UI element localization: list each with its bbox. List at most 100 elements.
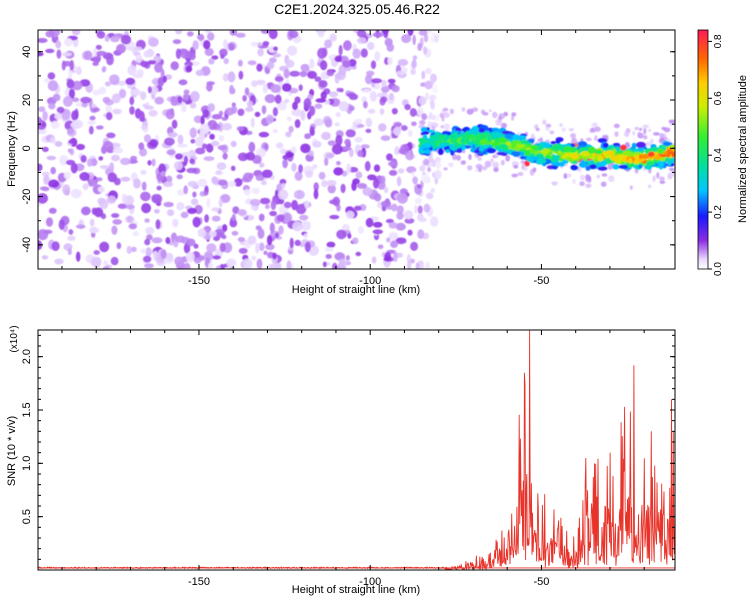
heatmap-noise-cell	[265, 204, 270, 210]
heatmap-noise-cell	[165, 175, 173, 184]
y-tick-label: -20	[21, 189, 33, 205]
heatmap-noise-cell	[186, 31, 194, 37]
snr-ylabel: SNR (10 * v/v)	[6, 416, 18, 486]
heatmap-noise-cell	[222, 73, 229, 82]
heatmap-noise-cell	[96, 50, 107, 56]
heatmap-halo-cell	[566, 173, 572, 178]
heatmap-noise-cell	[186, 238, 196, 247]
heatmap-noise-cell	[429, 94, 437, 101]
heatmap-noise-cell	[112, 219, 122, 225]
x-tick-label: -50	[533, 275, 549, 287]
heatmap-noise-cell	[350, 125, 358, 131]
heatmap-halo-cell	[492, 111, 498, 119]
heatmap-noise-cell	[395, 238, 407, 245]
heatmap-noise-cell	[423, 203, 431, 213]
heatmap-noise-cell	[147, 86, 152, 94]
heatmap-signal-cell	[491, 142, 498, 147]
heatmap-noise-cell	[67, 148, 73, 153]
heatmap-noise-cell	[129, 106, 135, 115]
heatmap-noise-cell	[362, 88, 372, 93]
heatmap-noise-cell	[145, 227, 155, 235]
heatmap-noise-cell	[410, 68, 416, 75]
heatmap-halo-cell	[419, 165, 426, 172]
heatmap-noise-cell	[255, 174, 265, 181]
heatmap-halo-cell	[638, 127, 643, 132]
heatmap-noise-cell	[204, 30, 212, 33]
heatmap-noise-cell	[147, 60, 157, 65]
heatmap-noise-cell	[211, 207, 220, 212]
heatmap-noise-cell	[425, 67, 432, 75]
heatmap-halo-cell	[452, 153, 457, 161]
heatmap-noise-cell	[348, 148, 354, 158]
heatmap-noise-cell	[157, 76, 165, 87]
heatmap-noise-cell	[250, 117, 255, 128]
heatmap-signal-cell	[519, 155, 527, 160]
heatmap-noise-cell	[151, 237, 163, 244]
heatmap-signal-cell	[438, 147, 443, 155]
heatmap-signal-cell	[633, 154, 639, 159]
heatmap-noise-cell	[335, 134, 343, 146]
heatmap-signal-cell	[638, 164, 643, 169]
heatmap-noise-cell	[99, 165, 111, 170]
heatmap-noise-cell	[380, 175, 386, 184]
heatmap-noise-cell	[80, 155, 87, 163]
heatmap-noise-cell	[383, 186, 389, 194]
heatmap-noise-cell	[319, 60, 328, 71]
heatmap-noise-cell	[241, 258, 253, 269]
heatmap-noise-cell	[276, 214, 285, 222]
heatmap-noise-cell	[197, 178, 208, 187]
heatmap-signal-cell	[450, 137, 457, 144]
heatmap-noise-cell	[261, 105, 267, 115]
heatmap-noise-cell	[313, 182, 319, 192]
heatmap-noise-cell	[237, 152, 249, 162]
heatmap-halo-cell	[456, 154, 461, 161]
y-tick-label: 40	[21, 46, 33, 58]
heatmap-noise-cell	[423, 46, 428, 55]
heatmap-noise-cell	[172, 39, 182, 45]
heatmap-noise-cell	[38, 52, 44, 57]
heatmap-noise-cell	[130, 246, 137, 252]
heatmap-signal-cell	[602, 142, 609, 148]
heatmap-noise-cell	[405, 151, 415, 161]
heatmap-noise-cell	[391, 108, 398, 115]
heatmap-noise-cell	[111, 93, 121, 104]
heatmap-noise-cell	[333, 167, 344, 176]
heatmap-signal-cell	[564, 156, 572, 161]
heatmap-signal-cell	[644, 164, 651, 170]
heatmap-noise-cell	[48, 207, 57, 214]
heatmap-signal-cell	[528, 138, 535, 143]
heatmap-noise-cell	[273, 46, 278, 51]
heatmap-halo-cell	[481, 166, 488, 171]
heatmap-signal-cell	[462, 139, 468, 145]
heatmap-noise-cell	[66, 79, 75, 89]
heatmap-noise-cell	[324, 157, 329, 167]
heatmap-noise-cell	[176, 174, 183, 180]
heatmap-noise-cell	[400, 125, 408, 131]
heatmap-halo-cell	[656, 172, 660, 179]
heatmap-noise-cell	[248, 172, 254, 179]
heatmap-noise-cell	[221, 116, 228, 121]
heatmap-noise-cell	[82, 183, 89, 191]
heatmap-noise-cell	[326, 180, 337, 187]
heatmap-noise-cell	[218, 198, 223, 208]
heatmap-noise-cell	[177, 143, 188, 148]
heatmap-signal-cell	[587, 154, 594, 159]
heatmap-noise-cell	[367, 42, 375, 50]
heatmap-noise-cell	[300, 143, 311, 154]
heatmap-noise-cell	[162, 75, 167, 83]
heatmap-noise-cell	[390, 240, 399, 248]
heatmap-halo-cell	[448, 162, 454, 167]
heatmap-noise-cell	[424, 80, 433, 90]
heatmap-noise-cell	[144, 105, 154, 110]
heatmap-halo-cell	[481, 109, 486, 115]
heatmap-noise-cell	[50, 120, 60, 129]
heatmap-noise-cell	[144, 218, 150, 223]
heatmap-halo-cell	[505, 154, 511, 162]
heatmap-noise-cell	[283, 201, 292, 209]
heatmap-noise-cell	[144, 263, 154, 269]
heatmap-noise-cell	[229, 84, 234, 95]
heatmap-signal-cell	[490, 131, 500, 139]
heatmap-noise-cell	[340, 183, 346, 194]
heatmap-noise-cell	[412, 34, 416, 46]
heatmap-noise-cell	[303, 98, 312, 109]
